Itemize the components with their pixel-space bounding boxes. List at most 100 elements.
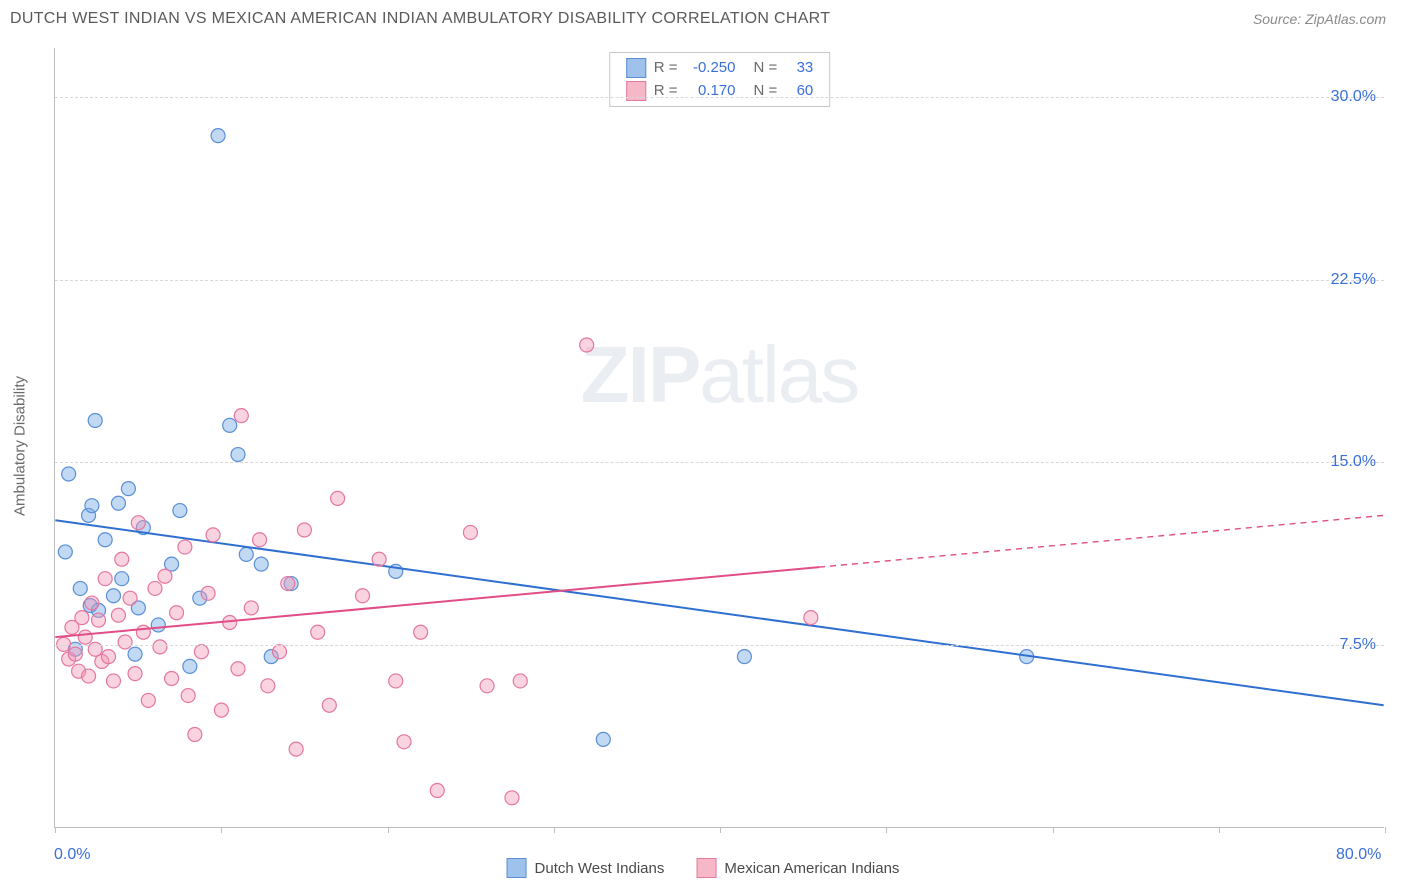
bottom-legend: Dutch West Indians Mexican American India… [507, 858, 900, 878]
data-point [513, 674, 527, 688]
data-point [58, 545, 72, 559]
data-point [331, 491, 345, 505]
data-point [397, 735, 411, 749]
data-point [123, 591, 137, 605]
legend-swatch [626, 81, 646, 101]
legend-label: Dutch West Indians [535, 860, 665, 877]
plot-svg [55, 48, 1384, 827]
data-point [281, 577, 295, 591]
data-point [75, 611, 89, 625]
data-point [234, 409, 248, 423]
data-point [62, 467, 76, 481]
data-point [111, 608, 125, 622]
stats-row: R =-0.250N =33 [626, 57, 814, 80]
data-point [170, 606, 184, 620]
x-tick-mark [554, 827, 555, 833]
data-point [148, 581, 162, 595]
y-tick-label: 15.0% [1331, 453, 1376, 471]
data-point [231, 448, 245, 462]
data-point [121, 482, 135, 496]
data-point [178, 540, 192, 554]
data-point [141, 693, 155, 707]
y-tick-label: 22.5% [1331, 271, 1376, 289]
data-point [289, 742, 303, 756]
gridline [55, 280, 1384, 281]
data-point [158, 569, 172, 583]
data-point [128, 647, 142, 661]
data-point [430, 783, 444, 797]
legend-label: Mexican American Indians [724, 860, 899, 877]
data-point [244, 601, 258, 615]
data-point [173, 504, 187, 518]
y-tick-label: 30.0% [1331, 88, 1376, 106]
chart-plot-area: ZIPatlas R =-0.250N =33R =0.170N =60 7.5… [54, 48, 1384, 828]
legend-item: Dutch West Indians [507, 858, 665, 878]
data-point [153, 640, 167, 654]
legend-swatch [626, 58, 646, 78]
x-tick-mark [1385, 827, 1386, 833]
data-point [181, 689, 195, 703]
data-point [183, 659, 197, 673]
data-point [131, 516, 145, 530]
x-axis-min-label: 0.0% [54, 846, 90, 864]
data-point [106, 674, 120, 688]
gridline [55, 645, 1384, 646]
data-point [254, 557, 268, 571]
data-point [322, 698, 336, 712]
data-point [239, 547, 253, 561]
legend-swatch [696, 858, 716, 878]
data-point [389, 674, 403, 688]
data-point [372, 552, 386, 566]
data-point [253, 533, 267, 547]
data-point [480, 679, 494, 693]
data-point [85, 499, 99, 513]
x-axis-max-label: 80.0% [1336, 846, 1381, 864]
data-point [223, 418, 237, 432]
data-point [111, 496, 125, 510]
gridline [55, 97, 1384, 98]
data-point [273, 645, 287, 659]
r-value: 0.170 [686, 80, 736, 103]
x-tick-mark [720, 827, 721, 833]
data-point [414, 625, 428, 639]
data-point [115, 572, 129, 586]
data-point [118, 635, 132, 649]
legend-swatch [507, 858, 527, 878]
r-label: R = [654, 80, 678, 103]
data-point [128, 667, 142, 681]
x-tick-mark [886, 827, 887, 833]
data-point [106, 589, 120, 603]
r-value: -0.250 [686, 57, 736, 80]
data-point [78, 630, 92, 644]
data-point [231, 662, 245, 676]
data-point [804, 611, 818, 625]
chart-title: DUTCH WEST INDIAN VS MEXICAN AMERICAN IN… [10, 10, 830, 28]
data-point [463, 525, 477, 539]
x-tick-mark [1219, 827, 1220, 833]
source-label: Source: ZipAtlas.com [1253, 11, 1386, 27]
data-point [580, 338, 594, 352]
data-point [98, 572, 112, 586]
y-tick-label: 7.5% [1340, 636, 1376, 654]
data-point [194, 645, 208, 659]
gridline [55, 462, 1384, 463]
n-label: N = [754, 57, 778, 80]
legend-item: Mexican American Indians [696, 858, 899, 878]
data-point [88, 413, 102, 427]
trend-line-extrapolated [819, 515, 1384, 567]
stats-row: R =0.170N =60 [626, 80, 814, 103]
data-point [73, 581, 87, 595]
data-point [115, 552, 129, 566]
data-point [214, 703, 228, 717]
data-point [68, 647, 82, 661]
x-tick-mark [1053, 827, 1054, 833]
data-point [737, 650, 751, 664]
data-point [356, 589, 370, 603]
y-axis-label: Ambulatory Disability [12, 376, 29, 516]
data-point [85, 596, 99, 610]
data-point [261, 679, 275, 693]
x-tick-mark [221, 827, 222, 833]
data-point [165, 672, 179, 686]
data-point [188, 728, 202, 742]
data-point [596, 732, 610, 746]
